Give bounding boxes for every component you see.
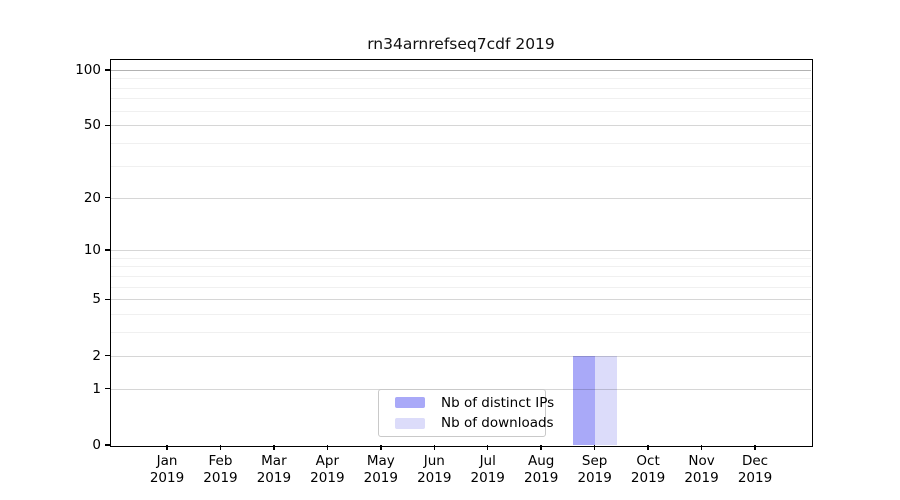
x-tick: [326, 445, 329, 450]
y-tick-label: 2: [92, 347, 101, 364]
bar-distinct-ips: [572, 355, 595, 445]
x-tick-label: Sep 2019: [563, 453, 627, 486]
x-tick: [540, 445, 542, 450]
y-tick-label: 20: [83, 189, 101, 206]
x-tick: [166, 445, 168, 450]
x-tick-label: May 2019: [349, 453, 413, 486]
y-tick-label: 100: [75, 61, 101, 78]
legend-swatch-distinct-ips: [395, 397, 425, 409]
x-tick: [380, 445, 382, 450]
bar-downloads: [594, 355, 617, 445]
gridline-minor: [111, 98, 811, 100]
x-tick-year: 2019: [417, 469, 452, 486]
gridline-minor: [111, 110, 811, 112]
x-tick-label: Dec 2019: [723, 453, 787, 486]
x-tick: [593, 445, 596, 450]
x-tick-month: Feb: [208, 453, 233, 469]
gridline-minor: [111, 286, 811, 288]
x-tick: [754, 445, 756, 450]
x-tick-year: 2019: [737, 469, 773, 486]
x-tick-month: Sep: [581, 453, 608, 469]
gridline-minor: [111, 266, 811, 268]
gridline-major: [111, 250, 811, 252]
x-tick-year: 2019: [256, 469, 292, 486]
legend-label-downloads: Nb of downloads: [441, 415, 554, 432]
x-tick-label: Jan 2019: [135, 453, 199, 486]
x-tick-year: 2019: [684, 469, 719, 486]
gridline-major: [111, 299, 811, 301]
gridline-major: [111, 69, 811, 71]
gridline-minor: [111, 87, 811, 89]
gridline-major: [111, 197, 811, 199]
legend-item-downloads: Nb of downloads: [379, 415, 554, 431]
x-tick: [433, 445, 436, 450]
x-tick-month: Apr: [315, 453, 340, 469]
x-tick-year: 2019: [523, 469, 559, 486]
x-tick-month: Jul: [479, 453, 496, 469]
gridline-minor: [111, 257, 811, 259]
plot-area: [109, 58, 813, 447]
x-tick: [273, 445, 275, 450]
x-tick-label: Oct 2019: [616, 453, 680, 486]
x-tick-year: 2019: [470, 469, 505, 486]
x-tick-month: Mar: [261, 453, 287, 469]
y-tick: [105, 354, 110, 357]
gridline-minor: [111, 332, 811, 334]
gridline-major: [111, 355, 811, 357]
x-tick-year: 2019: [630, 469, 666, 486]
gridline-minor: [111, 275, 811, 277]
x-tick-year: 2019: [310, 469, 345, 486]
gridline-minor: [111, 143, 811, 145]
x-tick-label: Aug 2019: [509, 453, 573, 486]
x-tick: [219, 445, 222, 450]
x-tick-month: Jun: [423, 453, 445, 469]
y-tick-label: 50: [83, 117, 101, 134]
x-tick-label: Nov 2019: [670, 453, 734, 486]
y-tick: [105, 124, 110, 127]
x-tick-label: Apr 2019: [295, 453, 359, 486]
x-tick-year: 2019: [363, 469, 398, 486]
y-tick: [105, 387, 110, 390]
gridline-minor: [111, 78, 811, 80]
y-tick-label: 10: [83, 242, 101, 259]
legend-swatch-downloads: [395, 417, 425, 429]
gridline-minor: [111, 165, 811, 167]
x-tick-label: Mar 2019: [242, 453, 306, 486]
y-tick: [105, 69, 110, 71]
y-tick-label: 5: [92, 291, 101, 308]
legend-label-distinct-ips: Nb of distinct IPs: [441, 394, 555, 411]
y-tick-label: 0: [92, 437, 101, 453]
y-tick: [105, 249, 110, 251]
x-tick-year: 2019: [203, 469, 238, 486]
y-tick: [105, 196, 110, 199]
x-tick-label: Jul 2019: [456, 453, 520, 486]
gridline-major: [111, 125, 811, 127]
x-tick-year: 2019: [577, 469, 612, 486]
y-tick-label: 1: [92, 380, 101, 397]
x-tick-month: Nov: [688, 453, 715, 469]
x-tick-month: May: [366, 453, 395, 469]
chart-title: rn34arnrefseq7cdf 2019: [367, 35, 555, 53]
x-tick-month: Jan: [156, 453, 178, 469]
x-tick-month: Oct: [636, 453, 660, 469]
x-tick: [486, 445, 489, 450]
x-tick-month: Aug: [527, 453, 555, 469]
x-tick: [700, 445, 703, 450]
x-tick: [647, 445, 649, 450]
x-tick-month: Dec: [741, 453, 769, 469]
legend-item-distinct-ips: Nb of distinct IPs: [379, 395, 554, 411]
x-tick-label: Jun 2019: [402, 453, 466, 486]
gridline-minor: [111, 314, 811, 316]
x-tick-label: Feb 2019: [188, 453, 252, 486]
y-tick: [105, 298, 110, 301]
legend: Nb of distinct IPs Nb of downloads: [378, 389, 554, 437]
x-tick-year: 2019: [149, 469, 185, 486]
y-tick: [105, 444, 110, 446]
